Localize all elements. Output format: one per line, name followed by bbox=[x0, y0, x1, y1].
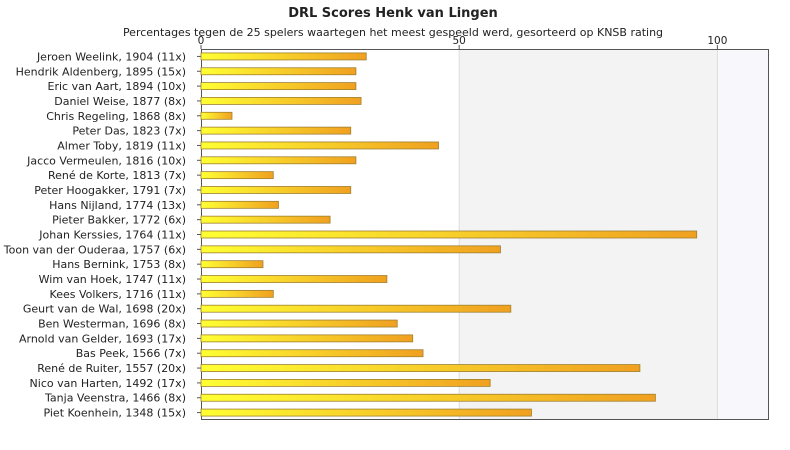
category-label: Almer Toby, 1819 (11x) bbox=[57, 139, 186, 152]
category-label: Chris Regeling, 1868 (8x) bbox=[46, 110, 186, 123]
category-labels: Jeroen Weelink, 1904 (11x) Hendrik Aldenb… bbox=[3, 50, 201, 420]
bar bbox=[200, 349, 424, 358]
category-label: Ben Westerman, 1696 (8x) bbox=[38, 318, 186, 331]
category-label: Peter Hoogakker, 1791 (7x) bbox=[34, 184, 186, 197]
category-label: Hans Nijland, 1774 (13x) bbox=[49, 199, 186, 212]
bar bbox=[200, 378, 491, 387]
category-label: Pieter Bakker, 1772 (6x) bbox=[52, 214, 186, 227]
bar bbox=[200, 275, 388, 283]
bar bbox=[200, 408, 532, 417]
category-label: Jacco Vermeulen, 1816 (10x) bbox=[26, 154, 186, 167]
bar bbox=[200, 289, 274, 298]
category-label: Johan Kerssies, 1764 (11x) bbox=[38, 229, 186, 242]
category-label: Geurt van de Wal, 1698 (20x) bbox=[23, 303, 186, 316]
bar bbox=[200, 364, 641, 372]
bar bbox=[200, 319, 398, 328]
category-label: Wim van Hoek, 1747 (11x) bbox=[39, 273, 186, 286]
bar bbox=[200, 156, 357, 165]
x-tick-label: 100 bbox=[707, 35, 727, 47]
category-label: Nico van Harten, 1492 (17x) bbox=[30, 377, 186, 390]
chart-title: DRL Scores Henk van Lingen bbox=[288, 6, 498, 21]
category-label: Tanja Veenstra, 1466 (8x) bbox=[44, 392, 186, 405]
bar bbox=[200, 393, 656, 402]
bar bbox=[200, 186, 352, 194]
category-label: Toon van der Ouderaa, 1757 (6x) bbox=[3, 243, 186, 256]
category-label: Hans Bernink, 1753 (8x) bbox=[52, 258, 186, 271]
bar bbox=[200, 200, 279, 209]
chart-subtitle: Percentages tegen de 25 spelers waartege… bbox=[123, 26, 663, 39]
category-label: Bas Peek, 1566 (7x) bbox=[76, 347, 186, 360]
bar bbox=[200, 245, 501, 254]
bar bbox=[200, 171, 274, 180]
bar bbox=[200, 141, 439, 150]
bar bbox=[200, 67, 357, 76]
category-label: Daniel Weise, 1877 (8x) bbox=[54, 95, 186, 108]
bar bbox=[200, 230, 698, 239]
category-label: Eric van Aart, 1894 (10x) bbox=[48, 80, 186, 93]
bar bbox=[200, 304, 512, 313]
bar bbox=[200, 260, 264, 269]
x-tick-label: 0 bbox=[198, 35, 205, 47]
bar bbox=[200, 111, 233, 120]
bar bbox=[200, 52, 367, 61]
x-tick-label: 50 bbox=[452, 35, 465, 47]
bar bbox=[200, 97, 362, 105]
plot-band-100-max bbox=[717, 49, 769, 420]
bar bbox=[200, 215, 331, 224]
category-label: René de Korte, 1813 (7x) bbox=[48, 169, 186, 182]
bar bbox=[200, 126, 352, 135]
category-label: Jeroen Weelink, 1904 (11x) bbox=[36, 50, 186, 63]
category-label: Kees Volkers, 1716 (11x) bbox=[50, 288, 186, 301]
bar bbox=[200, 82, 357, 90]
x-axis-ticks: 0 50 100 bbox=[198, 35, 727, 49]
category-label: Hendrik Aldenberg, 1895 (15x) bbox=[16, 65, 186, 78]
category-label: Piet Koenhein, 1348 (15x) bbox=[43, 407, 186, 420]
bars bbox=[200, 52, 698, 417]
category-label: Peter Das, 1823 (7x) bbox=[72, 125, 186, 138]
bar bbox=[200, 334, 414, 343]
category-label: René de Ruiter, 1557 (20x) bbox=[37, 362, 186, 375]
category-label: Arnold van Gelder, 1693 (17x) bbox=[19, 332, 186, 345]
